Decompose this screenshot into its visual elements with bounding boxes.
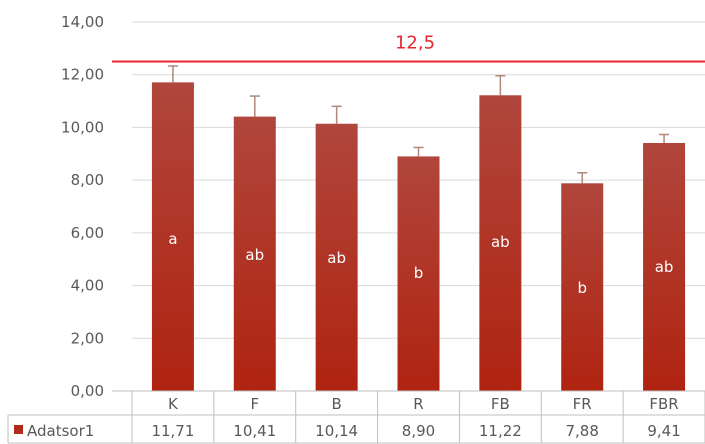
y-axis: 0,00 2,00 4,00 6,00 8,00 10,00 12,00 14,00 — [61, 13, 104, 400]
bar-fb — [479, 95, 522, 391]
x-category-label: K — [168, 395, 179, 413]
y-tick-label: 4,00 — [71, 277, 104, 295]
table-value: 7,88 — [566, 422, 599, 440]
y-tick-label: 8,00 — [71, 171, 104, 189]
table-value: 11,71 — [151, 422, 194, 440]
y-tick-label: 10,00 — [61, 118, 104, 136]
table-value: 9,41 — [647, 422, 680, 440]
series-name: Adatsor1 — [27, 422, 94, 440]
significance-letter: ab — [491, 233, 510, 251]
bar-fbr — [643, 142, 686, 391]
reference-line-label: 12,5 — [395, 33, 435, 54]
significance-letter: ab — [327, 249, 346, 267]
x-category-label: R — [413, 395, 423, 413]
reference-line-group: 12,5 — [112, 33, 705, 63]
table-value: 8,90 — [402, 422, 435, 440]
bar-k — [151, 82, 194, 392]
x-category-label: FR — [573, 395, 592, 413]
bar-r — [397, 156, 440, 391]
legend-key — [14, 425, 23, 434]
bar-fr — [561, 183, 604, 391]
y-tick-label: 12,00 — [61, 66, 104, 84]
data-table: K 11,71 F 10,41 B 10,14 R 8,90 FB 11,22 FR 7,88 FBR 9… — [7, 390, 705, 444]
x-category-label: B — [331, 395, 341, 413]
table-value: 11,22 — [479, 422, 522, 440]
bar-f — [233, 116, 276, 392]
y-tick-label: 2,00 — [71, 329, 104, 347]
significance-letter: ab — [655, 258, 674, 276]
significance-letter: ab — [245, 246, 264, 264]
significance-letter: b — [414, 264, 424, 282]
significance-letter: a — [168, 230, 177, 248]
y-tick-label: 6,00 — [71, 224, 104, 242]
significance-letter: b — [577, 279, 587, 297]
y-tick-label: 0,00 — [71, 382, 104, 400]
x-category-label: FB — [491, 395, 510, 413]
table-value: 10,41 — [233, 422, 276, 440]
bars: a ab ab b ab b ab — [151, 65, 686, 392]
x-category-label: FBR — [649, 395, 678, 413]
table-value: 10,14 — [315, 422, 358, 440]
x-category-label: F — [250, 395, 259, 413]
bar-b — [315, 123, 358, 391]
y-tick-label: 14,00 — [61, 13, 104, 31]
